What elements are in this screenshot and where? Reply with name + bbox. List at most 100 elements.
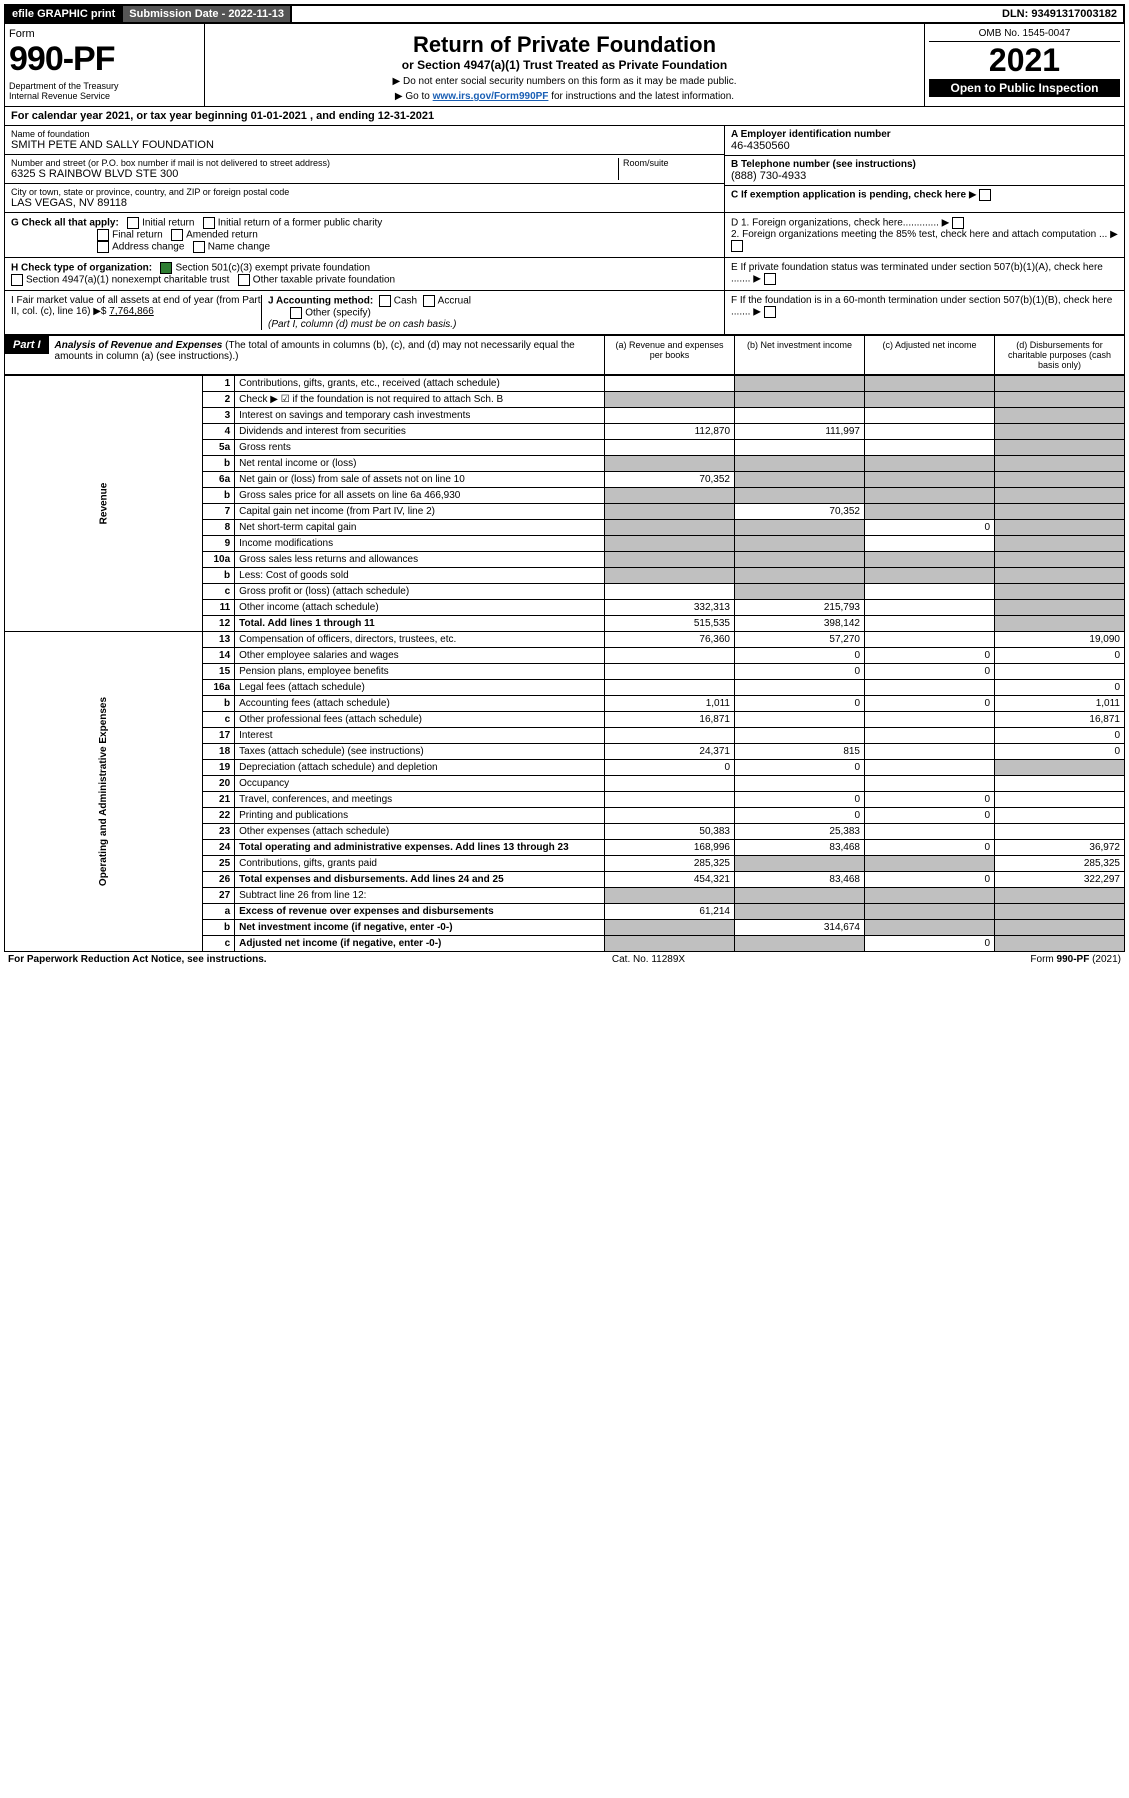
h-other-cb[interactable]	[238, 274, 250, 286]
h-501c3-cb[interactable]	[160, 262, 172, 274]
h-label: H Check type of organization:	[11, 263, 152, 274]
line-amount	[865, 472, 995, 488]
line-amount	[995, 520, 1125, 536]
line-amount	[995, 584, 1125, 600]
line-amount: 0	[865, 840, 995, 856]
line-description: Check ▶ ☑ if the foundation is not requi…	[235, 392, 605, 408]
line-description: Gross rents	[235, 440, 605, 456]
line-amount	[865, 504, 995, 520]
line-amount: 0	[735, 648, 865, 664]
line-number: 21	[203, 792, 235, 808]
line-amount: 0	[865, 648, 995, 664]
line-number: 3	[203, 408, 235, 424]
line-amount	[735, 904, 865, 920]
line-amount: 815	[735, 744, 865, 760]
name-change-cb[interactable]	[193, 241, 205, 253]
line-amount: 0	[995, 744, 1125, 760]
line-amount	[865, 856, 995, 872]
line-amount	[995, 936, 1125, 952]
line-amount: 314,674	[735, 920, 865, 936]
j-cash-cb[interactable]	[379, 295, 391, 307]
line-description: Gross sales price for all assets on line…	[235, 488, 605, 504]
line-amount	[865, 712, 995, 728]
line-amount	[605, 776, 735, 792]
line-amount: 70,352	[605, 472, 735, 488]
d1-checkbox[interactable]	[952, 217, 964, 229]
col-b-header: (b) Net investment income	[734, 336, 864, 374]
line-amount	[865, 536, 995, 552]
line-number: 20	[203, 776, 235, 792]
e-checkbox[interactable]	[764, 273, 776, 285]
line-amount	[995, 824, 1125, 840]
line-amount	[865, 904, 995, 920]
col-a-header: (a) Revenue and expenses per books	[604, 336, 734, 374]
line-number: b	[203, 488, 235, 504]
line-amount	[865, 408, 995, 424]
line-number: b	[203, 920, 235, 936]
line-amount	[735, 536, 865, 552]
calendar-year: For calendar year 2021, or tax year begi…	[4, 107, 1125, 126]
line-description: Interest on savings and temporary cash i…	[235, 408, 605, 424]
line-number: 24	[203, 840, 235, 856]
part1-label: Part I	[5, 336, 49, 354]
form-number: 990-PF	[9, 40, 200, 79]
exemption-checkbox[interactable]	[979, 189, 991, 201]
dln: DLN: 93491317003182	[996, 6, 1123, 22]
j-accrual-cb[interactable]	[423, 295, 435, 307]
line-amount: 515,535	[605, 616, 735, 632]
line-amount	[995, 600, 1125, 616]
line-amount	[995, 760, 1125, 776]
line-amount	[605, 376, 735, 392]
d2-checkbox[interactable]	[731, 240, 743, 252]
line-amount: 36,972	[995, 840, 1125, 856]
line-description: Dividends and interest from securities	[235, 424, 605, 440]
line-amount	[865, 456, 995, 472]
line-description: Net investment income (if negative, ente…	[235, 920, 605, 936]
footer-right: Form 990-PF (2021)	[1030, 954, 1121, 965]
line-amount: 25,383	[735, 824, 865, 840]
line-number: 19	[203, 760, 235, 776]
line-amount	[605, 920, 735, 936]
line-number: 7	[203, 504, 235, 520]
j-other-cb[interactable]	[290, 307, 302, 319]
line-number: 17	[203, 728, 235, 744]
line-amount: 0	[735, 808, 865, 824]
line-amount: 0	[995, 728, 1125, 744]
city-state-zip: LAS VEGAS, NV 89118	[11, 197, 718, 209]
final-return-cb[interactable]	[97, 229, 109, 241]
line-amount	[605, 408, 735, 424]
line-amount	[605, 680, 735, 696]
line-amount	[865, 888, 995, 904]
line-amount	[865, 392, 995, 408]
line-description: Legal fees (attach schedule)	[235, 680, 605, 696]
line-amount	[735, 488, 865, 504]
f-checkbox[interactable]	[764, 306, 776, 318]
line-number: 22	[203, 808, 235, 824]
line-description: Other income (attach schedule)	[235, 600, 605, 616]
exemption-label: C If exemption application is pending, c…	[731, 190, 966, 201]
irs-link[interactable]: www.irs.gov/Form990PF	[433, 91, 549, 102]
line-amount	[865, 744, 995, 760]
h-4947-cb[interactable]	[11, 274, 23, 286]
line-amount	[735, 392, 865, 408]
line-description: Taxes (attach schedule) (see instruction…	[235, 744, 605, 760]
line-amount: 16,871	[995, 712, 1125, 728]
line-description: Less: Cost of goods sold	[235, 568, 605, 584]
line-description: Pension plans, employee benefits	[235, 664, 605, 680]
amended-return-cb[interactable]	[171, 229, 183, 241]
line-amount	[735, 472, 865, 488]
initial-former-cb[interactable]	[203, 217, 215, 229]
line-description: Net short-term capital gain	[235, 520, 605, 536]
foundation-name: SMITH PETE AND SALLY FOUNDATION	[11, 139, 718, 151]
line-description: Net rental income or (loss)	[235, 456, 605, 472]
page-footer: For Paperwork Reduction Act Notice, see …	[4, 952, 1125, 967]
line-description: Compensation of officers, directors, tru…	[235, 632, 605, 648]
line-amount	[605, 936, 735, 952]
line-amount	[995, 616, 1125, 632]
line-number: 15	[203, 664, 235, 680]
line-amount: 0	[865, 696, 995, 712]
initial-return-cb[interactable]	[127, 217, 139, 229]
line-amount: 0	[735, 696, 865, 712]
line-amount	[735, 680, 865, 696]
address-change-cb[interactable]	[97, 241, 109, 253]
